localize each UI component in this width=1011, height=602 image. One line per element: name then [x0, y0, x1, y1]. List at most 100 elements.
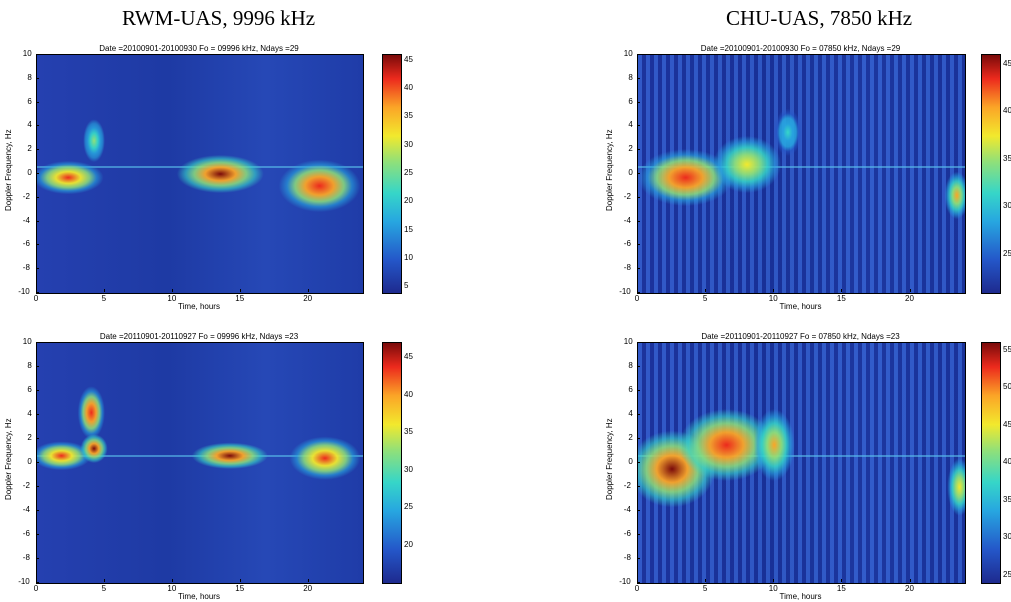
y-axis-label: Doppler Frequency, Hz	[4, 129, 13, 211]
y-tick-label: 8	[27, 361, 32, 370]
spectrogram-plot	[637, 54, 966, 294]
y-tick-label: 8	[27, 72, 32, 82]
chart-title: Date =20100901-20100930 Fo = 09996 kHz, …	[99, 44, 299, 53]
colorbar-tick-label: 5	[404, 281, 409, 291]
x-tick-mark	[705, 289, 707, 292]
y-tick-mark	[36, 220, 39, 222]
y-tick-label: 10	[623, 337, 633, 346]
y-tick-label: -10	[619, 577, 631, 586]
x-tick-mark	[103, 289, 105, 292]
y-tick-mark	[36, 173, 39, 174]
y-tick-label: -2	[623, 191, 631, 201]
y-tick-label: 6	[628, 96, 633, 106]
y-tick-label: 2	[628, 433, 633, 442]
x-tick-mark	[307, 289, 309, 292]
y-tick-label: 0	[27, 457, 32, 466]
heading-rwm: RWM-UAS, 9996 kHz	[122, 6, 316, 30]
y-tick-mark	[637, 438, 640, 439]
y-tick-mark	[36, 558, 39, 559]
y-tick-label: -10	[619, 287, 631, 296]
colorbar-tick-label: 30	[404, 139, 413, 149]
y-tick-mark	[36, 414, 39, 415]
x-tick-label: 5	[702, 584, 708, 593]
y-tick-label: 6	[628, 385, 633, 394]
y-tick-label: -10	[18, 287, 30, 296]
y-tick-label: -4	[22, 505, 30, 514]
x-tick-label: 15	[836, 584, 846, 593]
y-tick-label: -6	[22, 529, 30, 538]
colorbar-tick-label: 45	[404, 352, 413, 361]
y-tick-label: 6	[27, 385, 32, 394]
y-tick-mark	[637, 534, 640, 535]
y-tick-label: -10	[18, 577, 30, 586]
y-tick-label: -2	[623, 481, 631, 490]
x-tick-label: 0	[33, 294, 39, 303]
colorbar	[382, 342, 402, 584]
x-axis-label: Time, hours	[178, 592, 220, 601]
colorbar-tick-label: 20	[404, 539, 413, 549]
colorbar-tick-label: 25	[404, 168, 413, 177]
y-tick-mark	[36, 366, 39, 367]
y-tick-mark	[637, 196, 640, 198]
y-tick-mark	[36, 510, 39, 511]
y-tick-mark	[637, 414, 640, 415]
colorbar-tick-label: 15	[404, 224, 413, 234]
spectrogram-plot	[36, 54, 364, 294]
y-axis-label: Doppler Frequency, Hz	[605, 418, 614, 500]
colorbar-tick-label: 40	[1003, 106, 1011, 116]
y-tick-mark	[36, 462, 39, 463]
x-tick-mark	[909, 289, 911, 292]
x-tick-label: 20	[905, 294, 914, 303]
y-tick-mark	[637, 462, 640, 463]
x-tick-label: 15	[836, 294, 846, 303]
y-tick-label: 2	[628, 144, 633, 154]
chart-title: Date =20110901-20110927 Fo = 09996 kHz, …	[99, 332, 299, 341]
y-tick-mark	[637, 486, 640, 487]
x-axis-label: Time, hours	[178, 302, 220, 311]
x-tick-label: 5	[101, 294, 107, 303]
spectrogram-plot	[36, 342, 364, 584]
y-tick-label: -2	[22, 481, 30, 490]
y-tick-label: 0	[628, 168, 633, 177]
y-tick-label: -4	[623, 505, 631, 514]
colorbar-tick-label: 45	[404, 54, 413, 64]
y-tick-label: 4	[628, 120, 633, 130]
x-tick-label: 10	[167, 584, 177, 593]
y-tick-mark	[637, 390, 640, 391]
y-tick-mark	[36, 438, 39, 439]
y-tick-label: 8	[628, 72, 633, 82]
colorbar-tick-label: 45	[1003, 419, 1011, 429]
y-tick-mark	[637, 173, 640, 174]
colorbar-tick-label: 35	[1003, 494, 1011, 504]
y-axis-label: Doppler Frequency, Hz	[4, 418, 13, 500]
x-tick-mark	[773, 289, 775, 292]
colorbar-tick-label: 50	[1003, 382, 1011, 391]
y-tick-label: 6	[27, 96, 32, 106]
y-tick-mark	[637, 101, 640, 103]
y-tick-mark	[637, 342, 640, 343]
y-tick-mark	[36, 268, 39, 270]
x-tick-label: 10	[167, 294, 177, 303]
y-tick-label: -6	[623, 529, 631, 538]
y-tick-mark	[36, 125, 39, 127]
colorbar-tick-label: 30	[1003, 201, 1011, 211]
x-axis-label: Time, hours	[779, 302, 822, 311]
y-tick-label: -8	[22, 263, 30, 273]
y-tick-label: -6	[623, 239, 631, 249]
y-tick-mark	[36, 342, 39, 343]
y-tick-label: -8	[623, 263, 631, 273]
colorbar-tick-label: 30	[404, 464, 413, 474]
x-tick-mark	[36, 579, 37, 582]
y-tick-label: 10	[623, 49, 633, 58]
y-tick-label: 10	[22, 49, 32, 58]
colorbar	[981, 342, 1001, 584]
x-tick-label: 0	[634, 294, 640, 303]
y-tick-label: 4	[27, 409, 32, 418]
colorbar	[382, 54, 402, 294]
y-tick-label: 8	[628, 361, 633, 370]
echo-feature	[37, 55, 363, 293]
y-tick-mark	[36, 534, 39, 535]
x-tick-mark	[307, 579, 309, 582]
chart-title: Date =20100901-20100930 Fo = 07850 kHz, …	[700, 44, 901, 53]
x-tick-label: 10	[768, 294, 778, 303]
